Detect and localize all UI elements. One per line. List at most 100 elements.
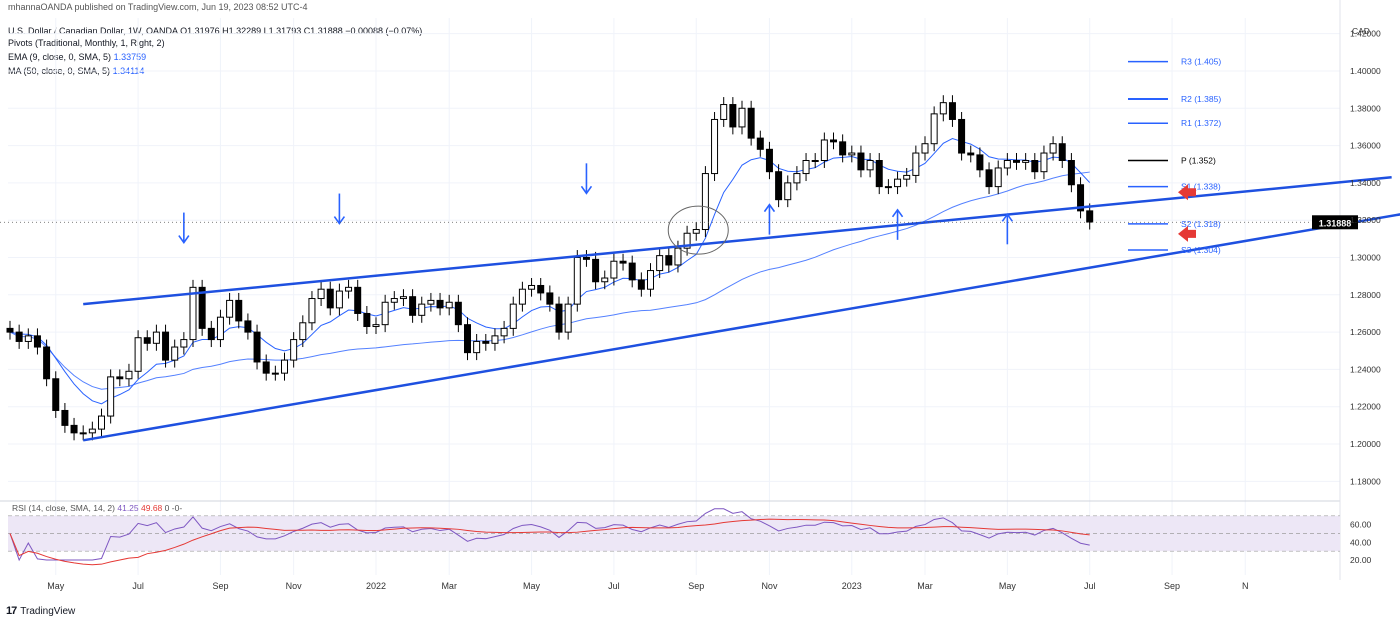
down-arrow-icon-head [580, 185, 593, 195]
price-axis: 1.31888 1.18000 1.20000 1.22000 1.24000 1.260… [1312, 29, 1381, 486]
rsi-tick-label: 60.00 [1350, 520, 1372, 530]
candle-body [820, 139, 828, 162]
time-tick-label: 2022 [366, 581, 386, 591]
brand-name: TradingView [20, 605, 76, 617]
candle-body [152, 331, 160, 344]
candle-body [216, 316, 224, 341]
candle-body [79, 432, 87, 435]
candle-body [134, 337, 142, 372]
candle-body [1067, 160, 1075, 186]
candles [6, 95, 1094, 441]
rsi-legend[interactable]: RSI (14, close, SMA, 14, 2) 41.25 49.68 … [12, 503, 182, 513]
ema-value: 1.33759 [113, 52, 147, 62]
candle-body [290, 339, 298, 361]
up-arrow-icon-head [763, 203, 776, 213]
time-axis: May Jul Sep Nov 2022 Mar May Jul Sep Nov 2023 Mar Ma… [47, 581, 1248, 591]
candle-body [930, 113, 938, 145]
time-tick-label: Nov [286, 581, 303, 591]
candle-body [299, 322, 307, 341]
ma-50-line [9, 171, 1090, 390]
candle-body [43, 346, 51, 380]
candle-body [875, 160, 883, 188]
candle-body [582, 257, 590, 260]
time-tick-label: Nov [761, 581, 778, 591]
candle-body [244, 320, 252, 333]
candle-body [1049, 143, 1057, 154]
time-tick-label: Jul [608, 581, 620, 591]
candle-body [491, 335, 499, 344]
red-arrow-icon [1178, 184, 1196, 201]
time-tick-label: Sep [212, 581, 228, 591]
candle-body [52, 378, 60, 411]
candle-body [473, 340, 481, 354]
pivots-legend[interactable]: Pivots (Traditional, Monthly, 1, Right, … [8, 38, 165, 48]
candle-body [637, 279, 645, 290]
down-arrow-icon-head [178, 235, 190, 244]
rsi-label-text: RSI (14, close, SMA, 14, 2) [12, 503, 115, 513]
rsi-line [9, 508, 1090, 562]
candle-body [390, 298, 398, 303]
candle-body [464, 324, 471, 354]
candle-body [756, 137, 764, 150]
price-tick-label: 1.34000 [1350, 178, 1381, 188]
candle-body [546, 292, 554, 305]
rsi-pane: 60.00 40.00 20.00 [8, 508, 1372, 566]
rsi-ma-line [9, 518, 1090, 566]
grid [0, 0, 1341, 580]
candle-body [281, 359, 288, 374]
rsi-value: 41.25 [117, 503, 139, 513]
candle-body [162, 331, 170, 361]
candle-body [537, 284, 545, 294]
time-tick-label: N [1242, 581, 1249, 591]
candle-body [445, 301, 453, 309]
time-tick-label: Sep [1164, 581, 1180, 591]
candle-body [262, 361, 270, 374]
time-tick-label: Mar [917, 581, 933, 591]
candle-body [610, 260, 618, 279]
ema-label: EMA (9, close, 0, SMA, 5) [8, 52, 112, 62]
down-arrow-icon-head [333, 216, 346, 225]
candle-body [619, 260, 627, 264]
candle-body [271, 372, 279, 375]
candle-body [683, 232, 691, 249]
candle-body [1040, 152, 1048, 173]
candle-body [345, 286, 353, 292]
price-tick-label: 1.38000 [1350, 103, 1381, 113]
candle-body [729, 104, 737, 128]
tradingview-logo-icon: 17 [6, 605, 17, 617]
candle-body [555, 303, 563, 333]
candle-body [711, 118, 719, 175]
candle-body [418, 303, 426, 316]
candle-body [866, 160, 874, 171]
candle-body [674, 247, 682, 266]
candle-body [948, 102, 956, 120]
candle-body [354, 286, 362, 314]
price-tick-label: 1.18000 [1350, 476, 1381, 486]
candle-body [399, 296, 407, 300]
trendline-upper [83, 176, 1392, 306]
candle-body [647, 270, 654, 290]
price-tick-label: 1.26000 [1350, 327, 1381, 337]
candle-body [784, 182, 792, 201]
ema-legend[interactable]: EMA (9, close, 0, SMA, 5) 1.33759 [8, 52, 146, 63]
red-arrow-icon [1178, 225, 1196, 242]
candle-body [180, 339, 188, 348]
candle-body [601, 277, 609, 283]
symbol-line: U.S. Dollar / Canadian Dollar, 1W, OANDA… [8, 26, 422, 37]
symbol-title: U.S. Dollar / Canadian Dollar, 1W, OANDA [8, 26, 178, 36]
candle-body [1031, 160, 1039, 173]
highlight-circle [667, 205, 729, 255]
candle-body [848, 152, 856, 156]
up-arrow-icon-head [891, 208, 904, 218]
ohlc-values: O1.31976 H1.32289 L1.31793 C1.31888 −0.0… [180, 26, 423, 36]
candle-body [226, 299, 234, 318]
time-tick-label: May [999, 581, 1017, 591]
candle-body [839, 141, 847, 156]
candle-body [253, 331, 261, 363]
candle-body [967, 152, 975, 156]
pivot-label: P (1.352) [1181, 156, 1216, 166]
candle-body [1086, 210, 1094, 223]
time-tick-label: Jul [132, 581, 144, 591]
candle-body [665, 255, 673, 266]
